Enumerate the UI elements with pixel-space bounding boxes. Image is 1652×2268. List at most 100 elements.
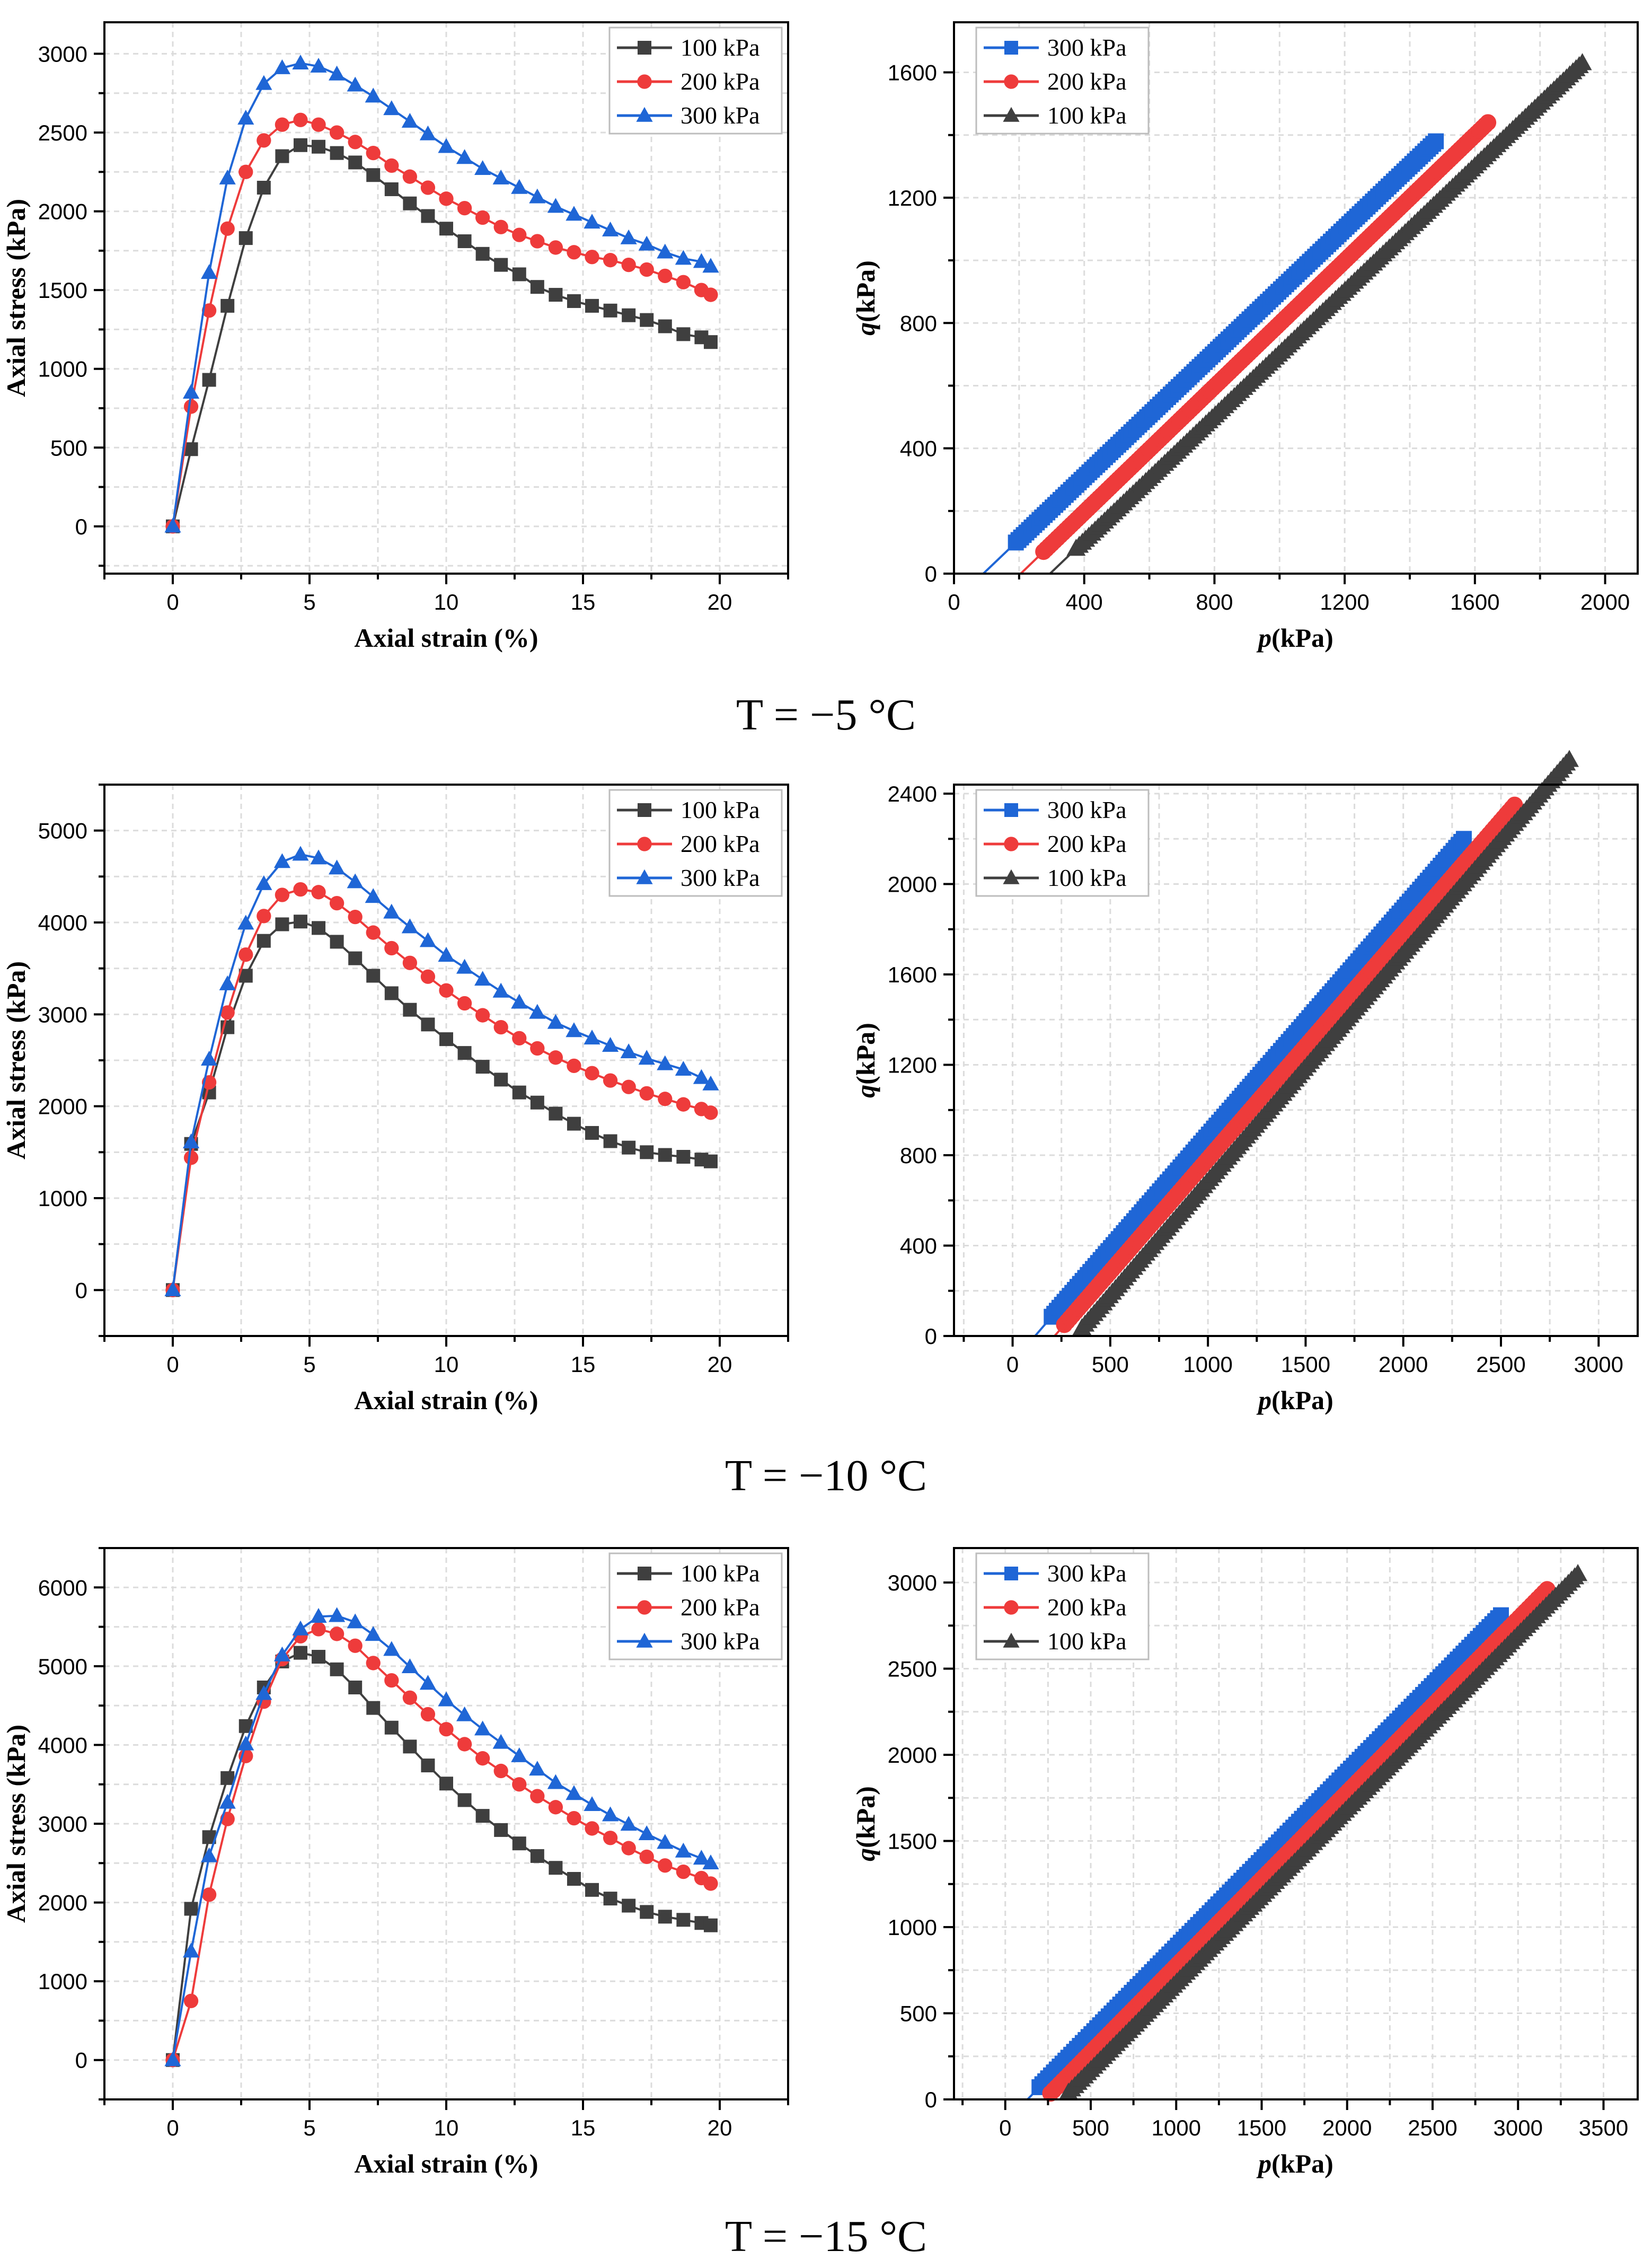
data-point [329, 1607, 346, 1622]
data-point [456, 149, 473, 164]
data-point [494, 1073, 508, 1087]
x-tick-label: 1000 [1183, 1352, 1232, 1377]
y-tick-label: 400 [900, 436, 937, 461]
legend-marker [637, 1600, 652, 1615]
data-point [512, 1777, 527, 1792]
data-point [384, 158, 399, 173]
data-point [220, 1771, 235, 1785]
data-point [438, 138, 455, 153]
y-tick-label: 4000 [38, 1733, 87, 1757]
data-point [585, 1066, 599, 1080]
x-tick-label: 1200 [1320, 590, 1369, 614]
data-point [622, 1140, 636, 1155]
legend-label: 300 kPa [1047, 796, 1127, 823]
data-point [347, 76, 364, 92]
data-point [401, 1658, 418, 1674]
data-point [255, 75, 272, 90]
x-tick-label: 0 [999, 2115, 1011, 2140]
data-point [293, 1646, 307, 1660]
data-point [493, 1019, 508, 1035]
data-point [603, 303, 617, 318]
data-point [439, 983, 454, 998]
data-point [475, 1008, 490, 1023]
y-tick-label: 1600 [888, 60, 937, 85]
data-point [676, 327, 691, 341]
data-point [676, 275, 691, 289]
data-point [703, 1876, 718, 1891]
legend: 100 kPa 200 kPa 300 kPa [608, 1552, 783, 1660]
data-point [547, 198, 564, 213]
x-tick-label: 2000 [1379, 1352, 1428, 1377]
legend: 100 kPa 200 kPa 300 kPa [608, 789, 783, 897]
data-point [549, 1106, 563, 1121]
data-point [383, 903, 400, 919]
series-300-kpa [164, 846, 719, 1297]
series-100-kpa [1072, 750, 1579, 1337]
data-point [693, 253, 710, 268]
data-point [693, 1850, 710, 1865]
legend-label: 100 kPa [1047, 102, 1127, 129]
y-tick-label: 500 [900, 2001, 937, 2026]
x-tick-label: 0 [1006, 1352, 1019, 1377]
y-tick-label: 800 [900, 311, 937, 336]
y-tick-label: 2500 [888, 1657, 937, 1682]
data-point [529, 1761, 546, 1776]
data-point [183, 1150, 199, 1165]
data-point [403, 1739, 417, 1754]
x-tick-label: 10 [434, 590, 459, 614]
legend-marker [1004, 837, 1019, 851]
data-point [293, 138, 307, 152]
y-tick-label: 1600 [888, 962, 937, 987]
legend-label: 300 kPa [1047, 1560, 1127, 1587]
data-point [348, 1638, 363, 1653]
data-point [275, 117, 290, 132]
data-point [567, 1117, 581, 1131]
x-tick-label: 15 [571, 1352, 596, 1377]
x-tick-label: 10 [434, 2115, 459, 2140]
data-point [567, 1810, 581, 1826]
data-point [292, 1620, 309, 1636]
data-point [384, 940, 399, 956]
data-point [547, 1774, 564, 1789]
data-point [621, 257, 636, 272]
series-300-kpa [982, 133, 1444, 575]
y-tick-label: 400 [900, 1234, 937, 1259]
data-point [548, 1050, 563, 1065]
data-point [330, 1662, 344, 1676]
data-point [475, 1060, 490, 1074]
legend-marker [1003, 1632, 1020, 1648]
data-point [584, 1030, 600, 1045]
data-point [639, 262, 654, 277]
data-point [255, 875, 272, 890]
data-point [676, 1097, 691, 1112]
data-point [421, 209, 435, 223]
data-point [439, 191, 454, 206]
x-tick-label: 400 [1066, 590, 1103, 614]
legend-label: 200 kPa [681, 830, 760, 857]
data-point [220, 1005, 235, 1020]
y-tick-label: 2000 [38, 1891, 87, 1915]
x-tick-label: 15 [571, 590, 596, 614]
data-point [640, 1145, 654, 1159]
data-point [622, 308, 636, 322]
x-tick-label: 2000 [1322, 2115, 1372, 2140]
data-point [620, 1816, 637, 1831]
y-tick-label: 3000 [888, 1570, 937, 1595]
data-point [602, 1806, 619, 1822]
data-point [164, 1281, 181, 1297]
data-point [201, 303, 217, 318]
data-point [475, 1751, 490, 1766]
legend-marker [1004, 1600, 1019, 1615]
x-tick-label: 5 [303, 590, 315, 614]
data-point [548, 1800, 563, 1815]
x-tick-label: 20 [708, 2115, 732, 2140]
y-tick-label: 2400 [888, 781, 937, 806]
x-axis-label: p(kPa) [1256, 2149, 1333, 2178]
data-point [621, 1841, 636, 1856]
plot-frame [953, 1547, 1639, 2100]
series-line [172, 119, 711, 527]
legend: 300 kPa 200 kPa 100 kPa [975, 1552, 1150, 1660]
data-point [421, 1017, 435, 1032]
data-point [439, 1777, 453, 1791]
chart-panel-3: 0 5 10 15 20 0 1000 2000 3000 4000 5000 Axial strai… [1, 784, 789, 1415]
